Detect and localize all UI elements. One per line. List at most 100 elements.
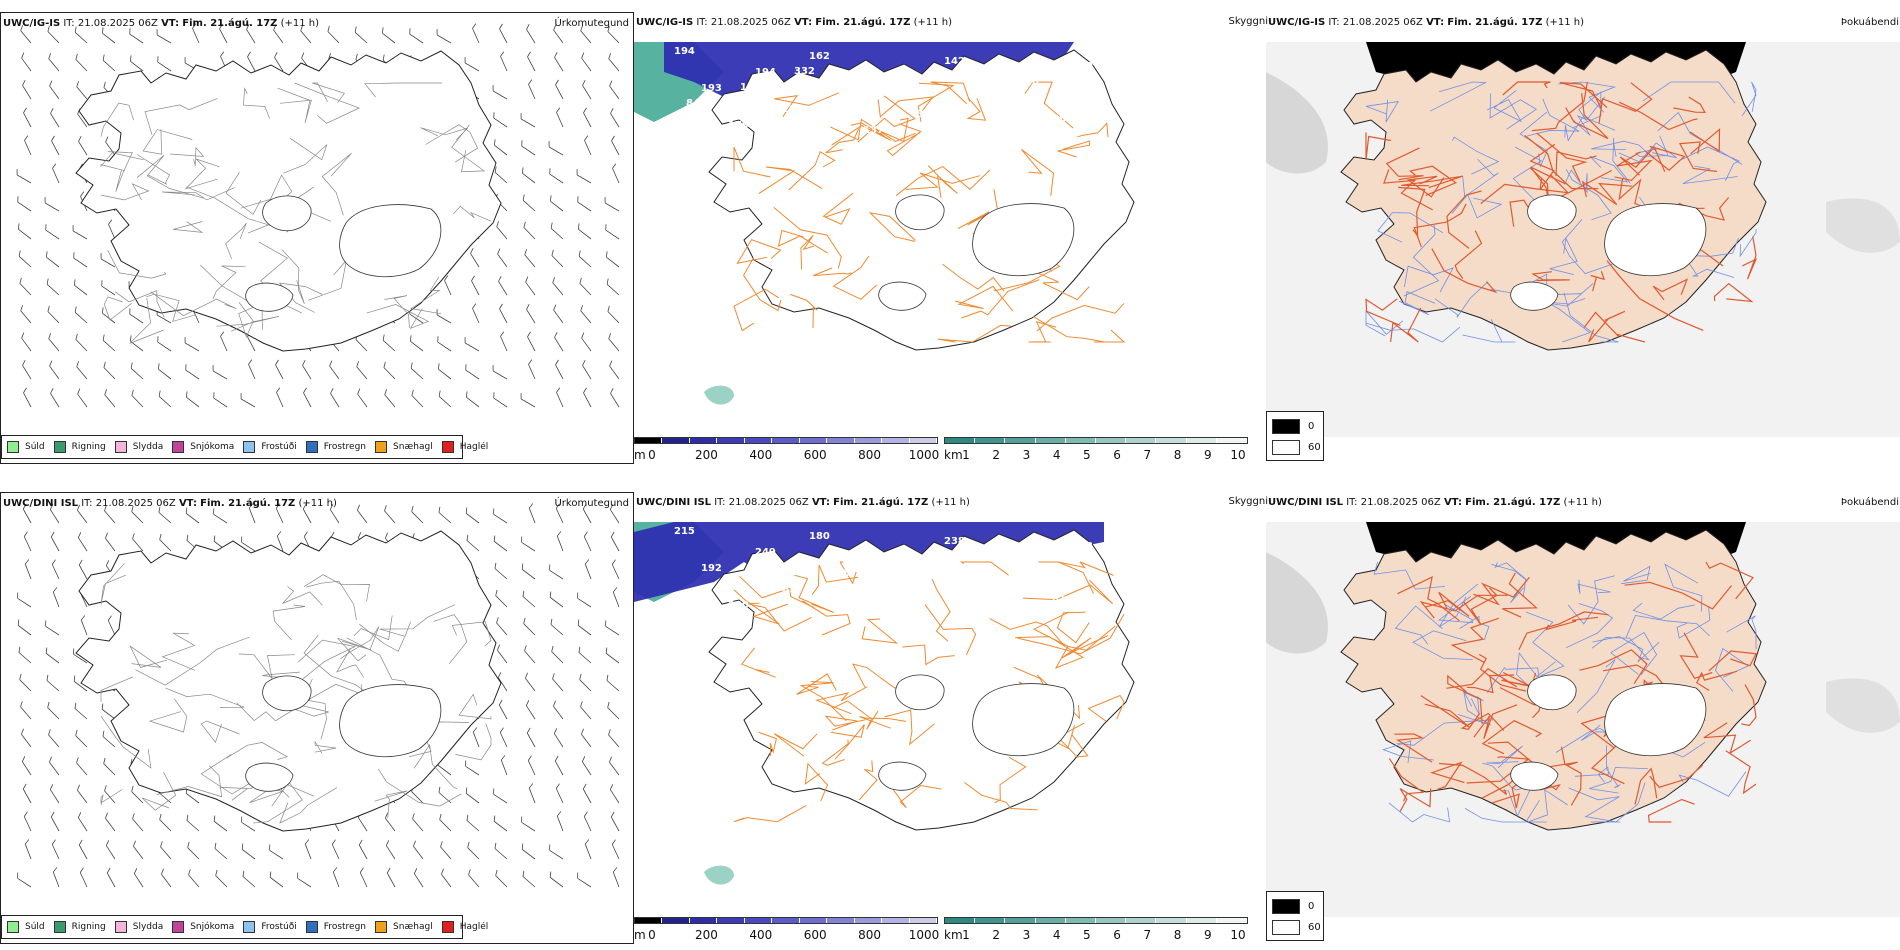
colorbar-cell [1156,438,1187,443]
wind-barb [549,591,564,608]
wind-barb [44,197,60,212]
colorbar-cell [717,438,745,443]
road-line [277,87,312,123]
wind-barb [248,503,256,524]
road-line [1446,190,1482,249]
road-line [148,698,188,733]
cloud-base-value-label: 13 [1079,541,1093,552]
wind-barb [584,559,592,580]
road-line [312,82,345,104]
legend-swatch [441,921,454,933]
colorbars: m 0 200 400 600 800 1000 km 1 2 3 4 5 6 7 8 9 10 [634,437,1254,464]
road-line [1565,603,1614,649]
colorbar-cell [854,918,883,923]
road-line [931,578,951,642]
wind-barb [160,841,172,860]
wind-barb [302,360,312,380]
wind-barb [131,389,144,408]
road-line [141,771,177,811]
wind-barb [608,333,620,352]
road-line [451,124,486,173]
legend-label: Frostúði [261,442,297,452]
road-line [1473,704,1518,740]
road-line [796,673,837,695]
road-line [1419,594,1508,619]
road-line [895,166,991,197]
road-line [1657,111,1743,165]
wind-barb [578,646,592,664]
wind-barb [275,359,284,380]
wind-barb [77,784,88,804]
legend-swatch [114,441,127,453]
wind-barb [185,391,200,408]
road-line [1612,137,1631,184]
precip-type-panel-top: UWC/IG-IS IT: 21.08.2025 06Z VT: Fim. 21… [0,12,634,464]
wind-barb [108,219,116,240]
wind-barb [610,108,620,128]
road-line [272,604,306,641]
road-line [794,574,834,613]
fog-index-legend: 0 60 [1266,891,1324,941]
wind-barb [329,360,340,380]
road-line [839,561,857,585]
colorbar-cell [909,918,937,923]
wind-barb [72,225,88,240]
colorbar-tick: 1000 [908,448,940,462]
road-line [366,304,430,329]
road-line [212,265,246,299]
wind-barb [527,755,536,776]
visibility-colorbar [944,437,1248,444]
panel-title: Þokuábendi [1840,17,1899,28]
cloud-base-value-label: 80 [713,135,727,146]
wind-barb [607,701,620,720]
road-line [1652,278,1689,301]
wind-barb [75,333,88,352]
road-line [1588,310,1626,343]
wind-barb [498,699,508,720]
road-line [942,263,1005,292]
wind-barb [465,364,480,380]
wind-barb [331,839,340,860]
cloud-base-value-label: 176 [917,589,938,600]
road-line [1398,186,1426,238]
wind-barb [523,617,536,636]
road-line [364,82,443,98]
wind-barb [496,221,508,240]
wind-barb [437,336,452,352]
wind-barb [220,331,228,352]
legend-swatch [1272,899,1300,914]
legend-item: Snjókoma [172,921,234,933]
glacier-outline [245,762,294,792]
wind-barb [159,813,172,832]
cloud-base-value-label: 89 [890,72,904,83]
wind-barb [48,333,60,352]
cloud-base-value-label: 24 [863,605,877,616]
legend-item: Snæhagl [375,441,433,453]
road-line [1581,180,1632,206]
legend-label: Snjókoma [190,442,235,452]
road-line [739,575,815,609]
road-line [930,81,971,104]
wind-barb [580,25,592,44]
legend-swatch [243,921,256,933]
wind-barb [22,503,32,524]
legend-swatch [114,921,127,933]
colorbar-tick: 7 [1143,928,1152,942]
road-line [129,297,164,344]
wind-barb [21,52,32,72]
legend-swatch [53,921,66,933]
road-line [146,293,197,322]
road-line [1647,798,1695,823]
wind-barb [76,81,88,100]
road-line [142,129,193,155]
road-line [173,221,204,233]
wind-barb [24,839,32,860]
road-line [1489,93,1538,130]
iceland-fog-map [1266,522,1900,917]
colorbar-cell [827,918,855,923]
wind-barb [493,392,508,408]
colorbars: m 0 200 400 600 800 1000 km 1 2 3 4 5 6 7 8 9 10 [634,917,1254,944]
road-line [1632,602,1695,620]
road-line [773,207,842,269]
legend-swatch [305,441,318,453]
